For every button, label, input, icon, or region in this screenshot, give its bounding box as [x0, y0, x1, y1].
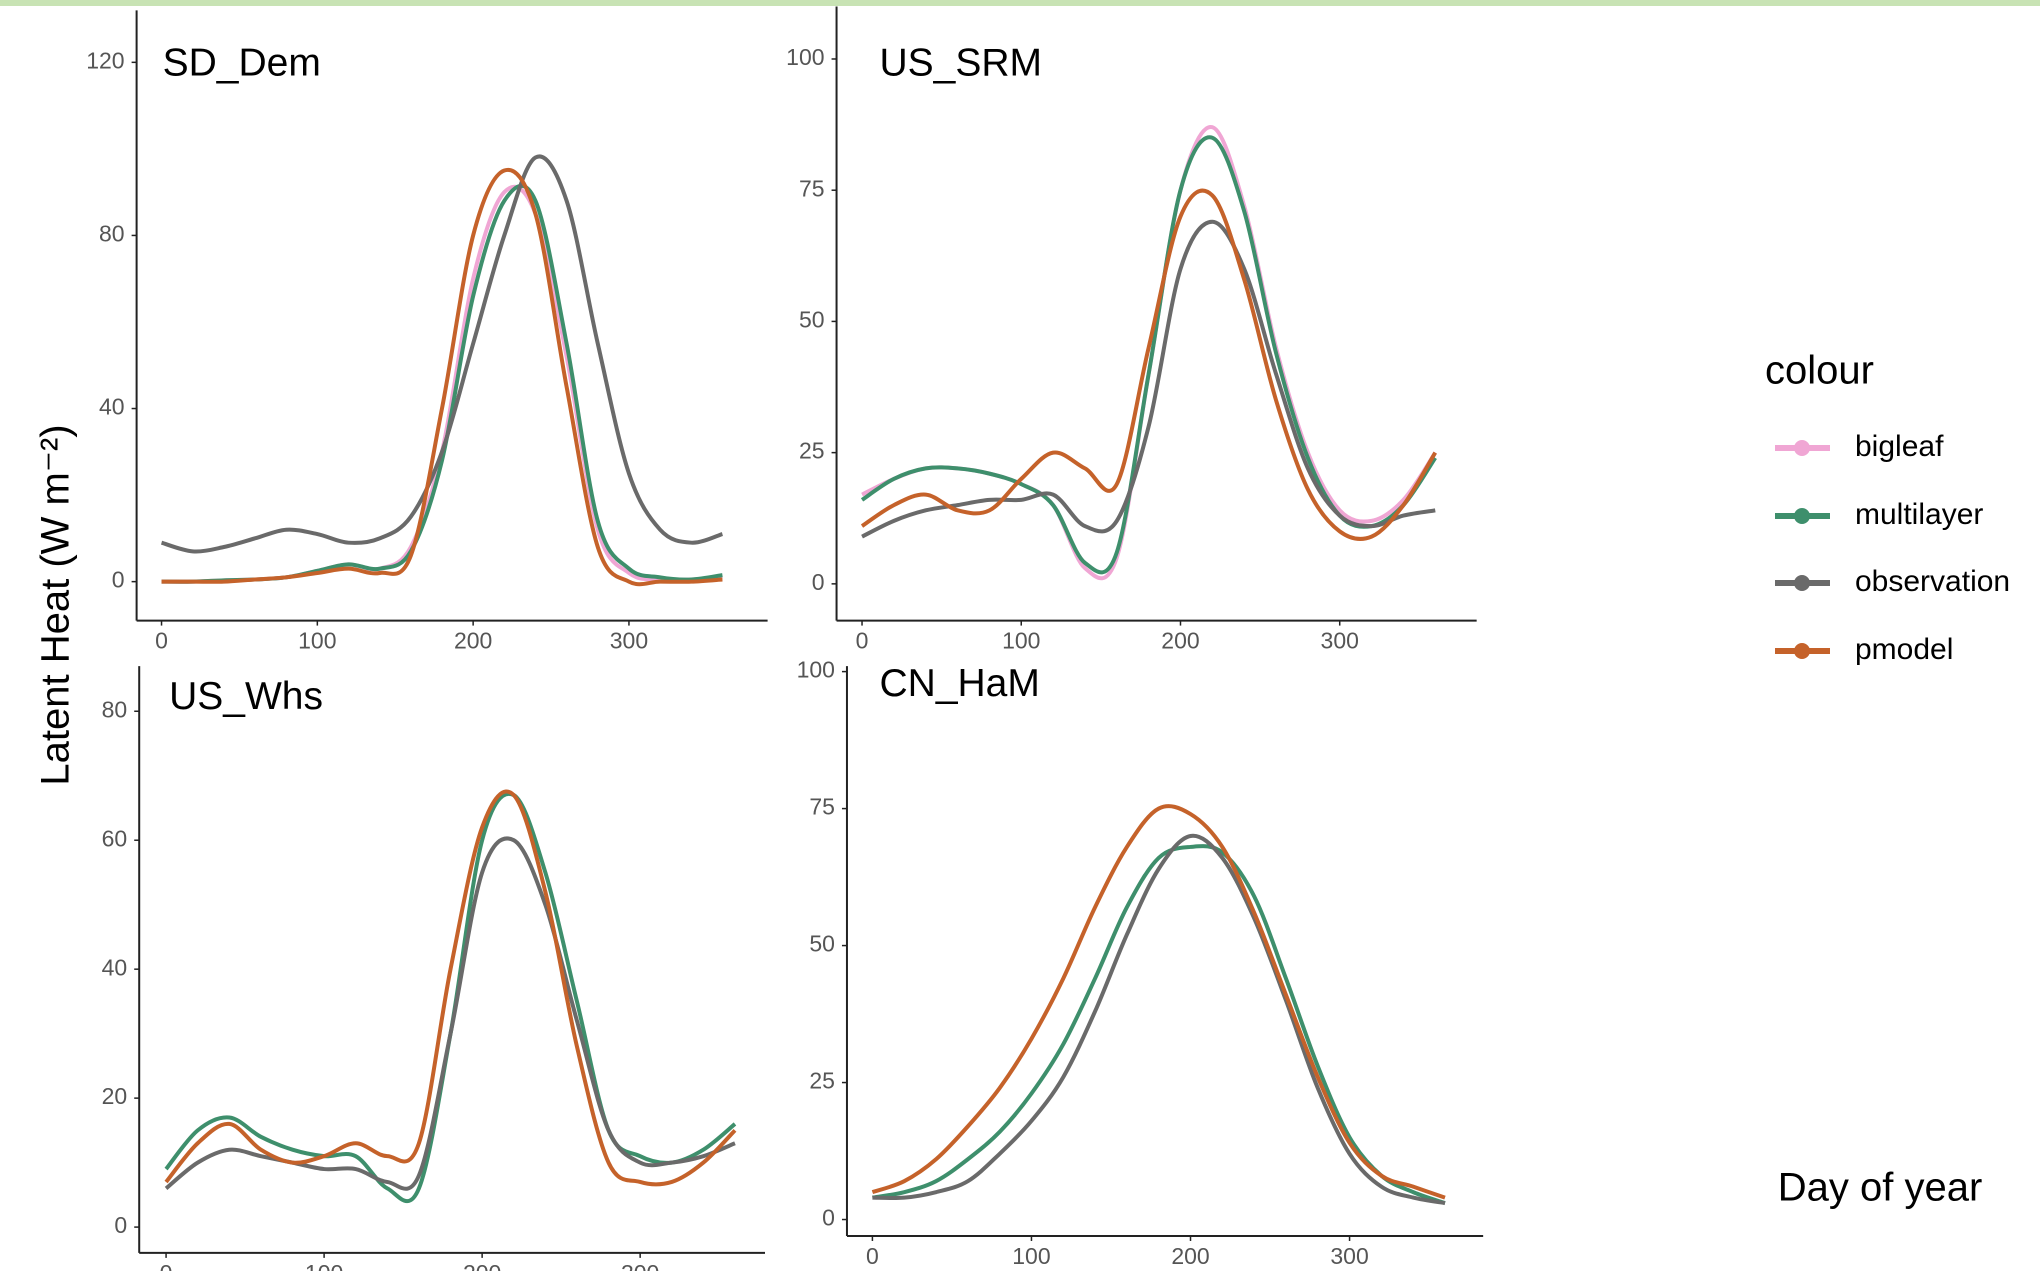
x-tick-label: 200	[1171, 1243, 1209, 1269]
y-tick-label: 75	[809, 794, 835, 820]
legend-label: pmodel	[1855, 633, 1953, 666]
x-tick-label: 0	[856, 628, 869, 654]
series-line	[161, 185, 723, 584]
y-tick-label: 0	[812, 569, 825, 595]
x-tick-label: 0	[155, 628, 168, 654]
y-tick-label: 0	[112, 567, 125, 593]
series-line	[872, 833, 1446, 1206]
y-tick-label: 60	[102, 825, 128, 851]
series-line	[860, 188, 1437, 541]
panel-title: US_Whs	[169, 675, 323, 718]
series-line	[872, 844, 1446, 1205]
y-tick-label: 20	[102, 1083, 128, 1109]
legend-title: colour	[1765, 349, 1874, 393]
y-tick-label: 25	[809, 1068, 835, 1094]
y-tick-label: 50	[809, 931, 835, 957]
series-line	[164, 789, 737, 1187]
y-tick-label: 80	[102, 696, 128, 722]
series-line	[161, 167, 723, 587]
series-line	[164, 836, 736, 1191]
legend-dot	[1794, 575, 1810, 591]
x-tick-label: 100	[305, 1260, 343, 1271]
y-tick-label: 120	[86, 47, 124, 73]
series-line	[160, 154, 724, 554]
top-band	[0, 0, 2040, 6]
y-tick-label: 100	[786, 44, 824, 70]
x-tick-label: 100	[1012, 1243, 1050, 1269]
x-tick-label: 200	[454, 628, 492, 654]
x-tick-label: 300	[621, 1260, 659, 1271]
legend-dot	[1794, 440, 1810, 456]
legend-label: observation	[1855, 565, 2010, 598]
legend-dot	[1794, 643, 1810, 659]
y-tick-label: 50	[799, 306, 825, 332]
x-tick-label: 0	[160, 1260, 173, 1271]
y-tick-label: 75	[799, 175, 825, 201]
series-line	[871, 804, 1446, 1200]
x-tick-label: 100	[1002, 628, 1040, 654]
y-tick-label: 100	[797, 657, 835, 683]
x-tick-label: 100	[298, 628, 336, 654]
x-axis-label: Day of year	[1778, 1166, 1983, 1210]
legend-label: bigleaf	[1855, 430, 1944, 463]
x-tick-label: 200	[1161, 628, 1199, 654]
panel-title: US_SRM	[879, 41, 1042, 84]
y-tick-label: 0	[114, 1212, 127, 1238]
legend-dot	[1794, 508, 1810, 524]
y-tick-label: 40	[99, 394, 125, 420]
series-line	[161, 183, 723, 584]
y-tick-label: 25	[799, 438, 825, 464]
legend-label: multilayer	[1855, 498, 1983, 531]
x-tick-label: 300	[1330, 1243, 1368, 1269]
y-tick-label: 80	[99, 221, 125, 247]
y-tick-label: 0	[822, 1205, 835, 1231]
x-tick-label: 200	[463, 1260, 501, 1271]
y-tick-label: 40	[102, 954, 128, 980]
x-tick-label: 300	[1321, 628, 1359, 654]
panel-title: CN_HaM	[879, 662, 1039, 705]
x-tick-label: 0	[866, 1243, 879, 1269]
panel-title: SD_Dem	[163, 41, 321, 84]
series-line	[861, 219, 1436, 539]
x-tick-label: 300	[610, 628, 648, 654]
y-axis-label: Latent Heat (W m⁻²)	[34, 424, 78, 785]
